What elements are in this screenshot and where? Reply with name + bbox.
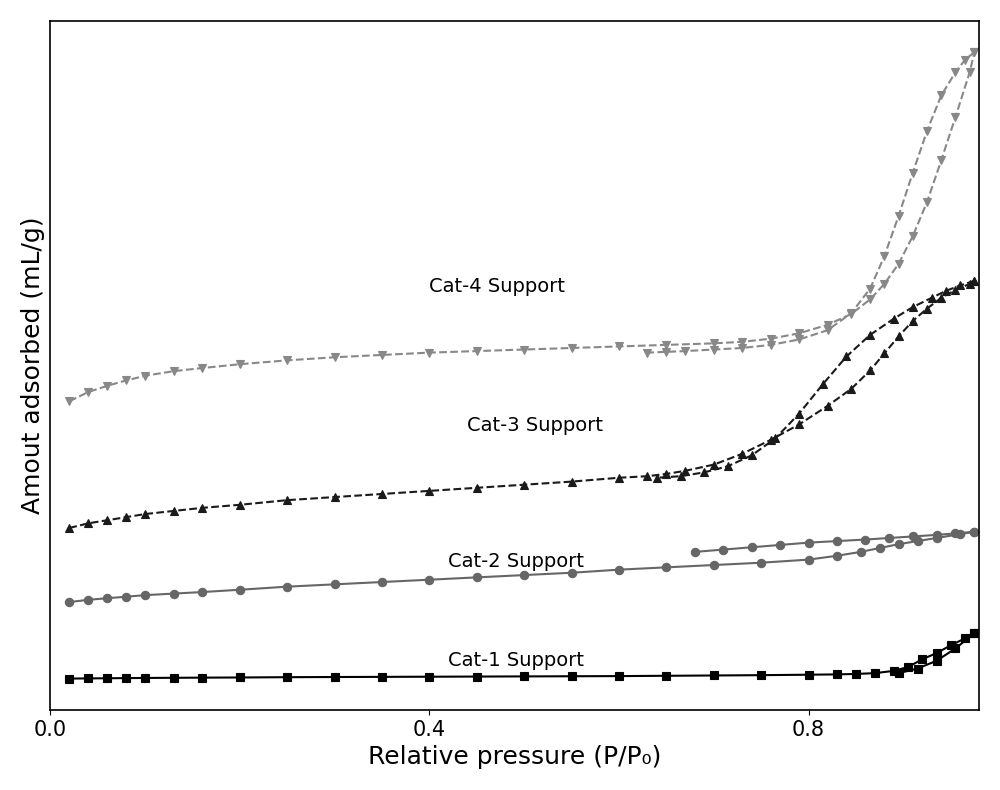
X-axis label: Relative pressure (P/P₀): Relative pressure (P/P₀) — [368, 745, 661, 769]
Text: Cat-4 Support: Cat-4 Support — [429, 276, 565, 295]
Text: Cat-3 Support: Cat-3 Support — [467, 416, 603, 435]
Text: Cat-1 Support: Cat-1 Support — [448, 651, 584, 670]
Y-axis label: Amout adsorbed (mL/g): Amout adsorbed (mL/g) — [21, 216, 45, 514]
Text: Cat-2 Support: Cat-2 Support — [448, 551, 584, 570]
